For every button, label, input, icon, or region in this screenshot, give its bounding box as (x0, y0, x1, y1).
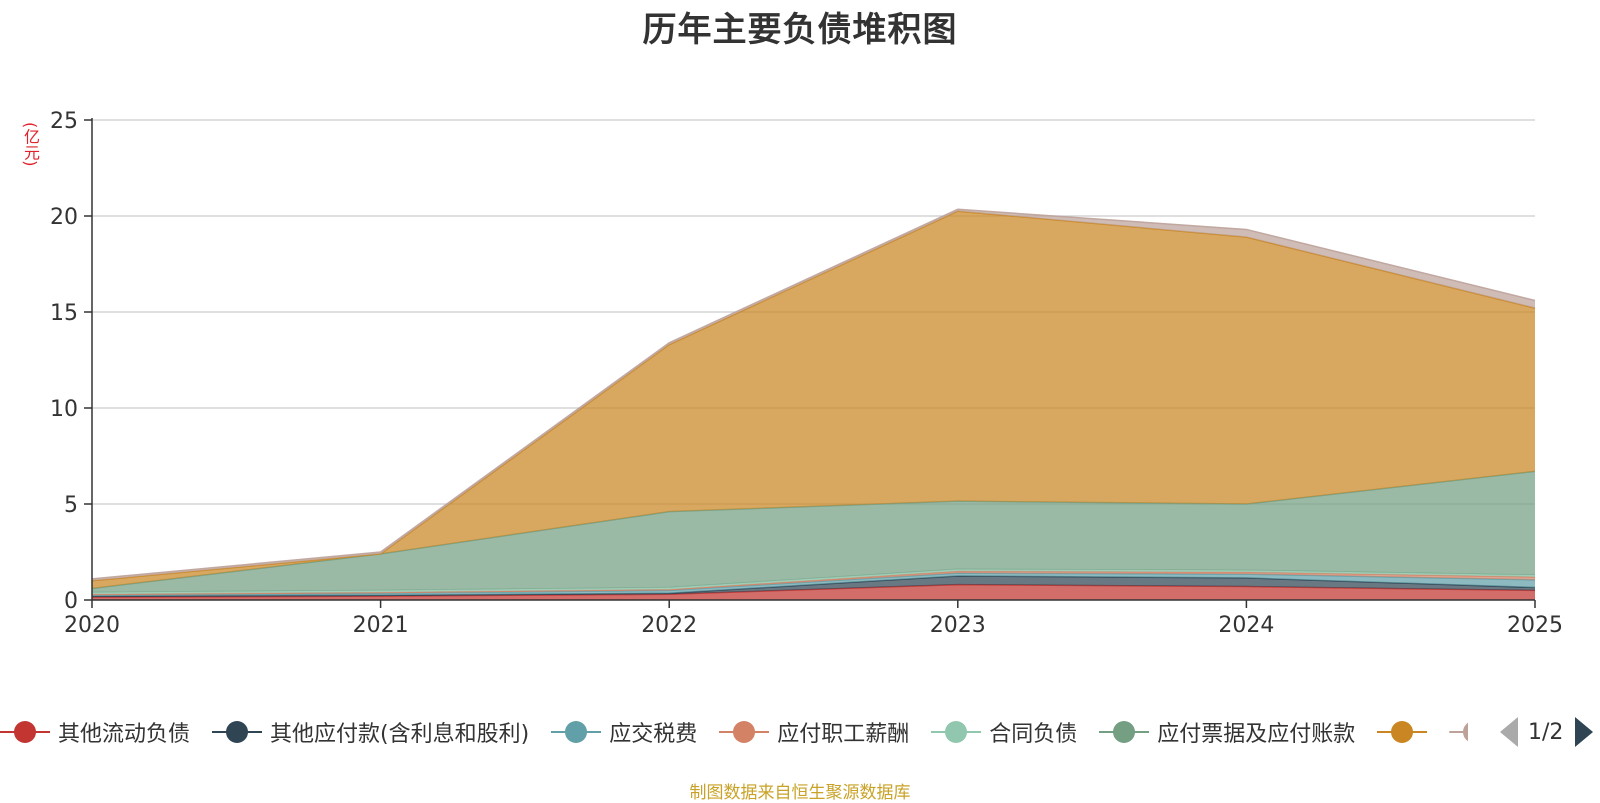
x-tick-label: 2020 (64, 613, 120, 638)
data-source-note: 制图数据来自恒生聚源数据库 (689, 783, 911, 803)
legend-item-7[interactable] (1449, 712, 1468, 752)
legend-label: 应付职工薪酬 (777, 722, 910, 747)
y-tick-label: 5 (64, 493, 78, 518)
y-tick-label: 15 (50, 301, 78, 326)
legend-swatch-icon (1449, 712, 1468, 752)
legend-swatch-icon (719, 712, 770, 752)
legend-item-6[interactable] (1377, 712, 1428, 752)
y-axis-unit-label: (亿元) (21, 122, 40, 167)
legend-label: 其他流动负债 (58, 722, 191, 747)
legend-pager: 1/2 (1500, 712, 1594, 752)
area-series-2[interactable] (92, 573, 1535, 597)
legend-item-2[interactable]: 应交税费 (551, 712, 697, 752)
x-tick-label: 2021 (353, 613, 409, 638)
x-tick-label: 2025 (1507, 613, 1563, 638)
legend-item-4[interactable]: 合同负债 (931, 712, 1077, 752)
y-tick-label: 20 (50, 205, 78, 230)
legend-label: 合同负债 (989, 722, 1078, 747)
area-series-6[interactable] (92, 211, 1535, 589)
legend-item-3[interactable]: 应付职工薪酬 (719, 712, 909, 752)
legend-prev-page-icon[interactable] (1500, 717, 1518, 747)
area-series-line-6 (91, 210, 1536, 582)
legend-swatch-icon (551, 712, 602, 752)
legend-swatch-icon (212, 712, 263, 752)
y-tick-label: 10 (50, 397, 78, 422)
legend-swatch-icon (0, 712, 50, 752)
legend-next-page-icon[interactable] (1575, 717, 1594, 747)
x-tick-label: 2023 (930, 613, 986, 638)
x-tick-label: 2024 (1218, 613, 1274, 638)
x-tick-label: 2022 (641, 613, 697, 638)
area-series (91, 208, 1536, 600)
area-series-1[interactable] (92, 576, 1535, 598)
area-series-line-7 (91, 208, 1536, 580)
area-series-5[interactable] (92, 471, 1535, 593)
legend-item-1[interactable]: 其他应付款(含利息和股利) (212, 712, 529, 752)
legend-swatch-icon (1099, 712, 1150, 752)
legend-label: 应交税费 (609, 722, 698, 747)
chart-title: 历年主要负债堆积图 (642, 10, 958, 50)
legend-label: 其他应付款(含利息和股利) (270, 722, 530, 747)
legend-item-5[interactable]: 应付票据及应付账款 (1099, 712, 1355, 752)
legend: 其他流动负债 其他应付款(含利息和股利) 应交税费 应付职工薪酬 合同负债 应付票据及应付… (0, 712, 1600, 752)
legend-page-indicator: 1/2 (1528, 719, 1564, 745)
legend-label: 应付票据及应付账款 (1157, 722, 1356, 747)
legend-swatch-icon (1377, 712, 1428, 752)
y-tick-label: 0 (64, 589, 78, 614)
y-tick-label: 25 (50, 109, 78, 134)
legend-swatch-icon (931, 712, 982, 752)
legend-item-0[interactable]: 其他流动负债 (0, 712, 190, 752)
